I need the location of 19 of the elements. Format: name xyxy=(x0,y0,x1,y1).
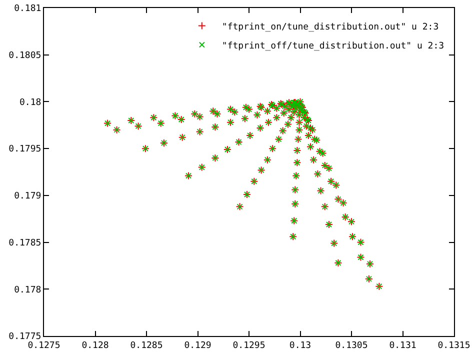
legend-label: "ftprint_off/tune_distribution.out" u 2:3 xyxy=(222,41,444,52)
y-tick-label: 0.181 xyxy=(14,4,42,14)
x-tick-label: 0.1295 xyxy=(232,340,266,351)
y-tick-label: 0.1775 xyxy=(8,332,42,342)
y-tick-label: 0.179 xyxy=(14,192,42,202)
x-tick-label: 0.13 xyxy=(289,340,312,351)
x-tick-label: 0.1315 xyxy=(438,340,470,351)
y-tick-label: 0.1805 xyxy=(8,51,42,62)
x-tick-label: 0.131 xyxy=(389,340,416,351)
y-tick-label: 0.1785 xyxy=(8,238,42,248)
legend-label: "ftprint_on/tune_distribution.out" u 2:3 xyxy=(222,22,439,32)
x-tick-label: 0.1285 xyxy=(130,340,163,351)
y-tick-label: 0.18 xyxy=(20,98,42,108)
x-tick-label: 0.1305 xyxy=(335,340,368,351)
y-tick-label: 0.178 xyxy=(14,285,42,296)
x-tick-label: 0.1275 xyxy=(28,340,60,351)
x-tick-label: 0.129 xyxy=(184,340,212,351)
x-tick-label: 0.128 xyxy=(82,340,109,351)
y-tick-label: 0.1795 xyxy=(8,144,42,155)
